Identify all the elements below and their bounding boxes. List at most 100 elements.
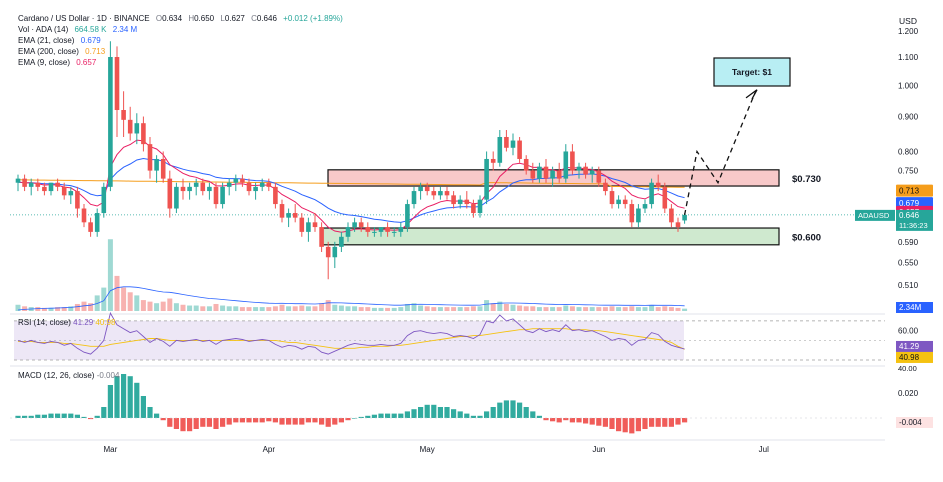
volume-bar bbox=[173, 303, 179, 311]
macd-histogram-bar bbox=[259, 418, 265, 423]
candle-body bbox=[147, 144, 153, 171]
x-axis-label: Apr bbox=[263, 445, 276, 454]
volume-bar bbox=[127, 292, 133, 311]
candle-body bbox=[444, 191, 450, 196]
macd-histogram-bar bbox=[22, 415, 28, 418]
volume-bar bbox=[550, 307, 556, 311]
rsi-value: 41.29 bbox=[73, 318, 94, 327]
macd-histogram-bar bbox=[371, 414, 377, 418]
candle-body bbox=[154, 158, 159, 171]
candle-body bbox=[319, 227, 324, 247]
volume-bar bbox=[622, 307, 628, 311]
ema9-value: 0.657 bbox=[76, 58, 97, 67]
target-box bbox=[713, 57, 791, 87]
macd-histogram-bar bbox=[464, 413, 470, 418]
volume-bar bbox=[385, 307, 391, 311]
macd-histogram-bar bbox=[431, 404, 437, 418]
macd-histogram-bar bbox=[279, 418, 285, 425]
macd-histogram-bar bbox=[675, 418, 681, 425]
macd-histogram-bar bbox=[292, 418, 298, 425]
candle-body bbox=[411, 191, 417, 205]
macd-histogram-bar bbox=[121, 374, 127, 418]
candle-body bbox=[510, 140, 516, 148]
candle-body bbox=[253, 186, 258, 192]
volume-bar bbox=[15, 304, 21, 311]
volume-bar bbox=[635, 307, 641, 311]
candle-body bbox=[114, 57, 120, 111]
volume-bar bbox=[523, 306, 529, 311]
candle-body bbox=[226, 182, 232, 187]
volume-bar bbox=[602, 307, 608, 311]
volume-bar bbox=[114, 275, 120, 311]
macd-histogram-bar bbox=[15, 415, 21, 418]
candle-body bbox=[682, 214, 687, 221]
candle-body bbox=[537, 166, 542, 179]
high-value: 0.650 bbox=[194, 14, 215, 23]
volume-bar bbox=[530, 306, 536, 311]
macd-histogram-bar bbox=[286, 418, 292, 425]
volume-badge-bg bbox=[896, 302, 933, 313]
x-axis-label: Jun bbox=[592, 445, 605, 454]
candle-body bbox=[405, 204, 410, 228]
macd-histogram-bar bbox=[239, 418, 245, 423]
projection-arrowhead bbox=[745, 89, 758, 100]
macd-histogram-bar bbox=[147, 407, 153, 418]
macd-histogram-bar bbox=[510, 400, 516, 418]
macd-histogram-bar bbox=[41, 414, 47, 418]
candle-body bbox=[299, 217, 305, 232]
macd-histogram-bar bbox=[28, 415, 34, 418]
volume-bar bbox=[22, 306, 28, 311]
macd-histogram-bar bbox=[81, 416, 87, 418]
rsi-badge-bg bbox=[896, 340, 933, 352]
rsi-tick-label: 60.00 bbox=[898, 327, 919, 336]
candle-body bbox=[484, 158, 489, 200]
macd-histogram-bar bbox=[596, 418, 602, 426]
candle-body bbox=[220, 186, 225, 205]
macd-tick-label: 0.020 bbox=[898, 389, 919, 398]
candle-body bbox=[583, 166, 588, 175]
price-tick-label: 0.510 bbox=[898, 281, 919, 290]
candle-body bbox=[233, 178, 239, 183]
macd-histogram-bar bbox=[391, 413, 397, 418]
volume-bar bbox=[682, 308, 688, 311]
volume-bar bbox=[286, 306, 292, 311]
volume-bar bbox=[576, 307, 582, 311]
macd-histogram-bar bbox=[418, 407, 424, 418]
candle-body bbox=[603, 182, 608, 192]
volume-bar bbox=[121, 287, 127, 311]
candle-body bbox=[642, 204, 648, 209]
candle-body bbox=[22, 178, 27, 187]
candle-body bbox=[193, 182, 199, 187]
macd-histogram-bar bbox=[127, 376, 133, 418]
candle-body bbox=[655, 182, 661, 187]
candle-body bbox=[306, 222, 311, 232]
volume-bar bbox=[655, 307, 661, 311]
candle-body bbox=[622, 199, 628, 205]
volume-bar bbox=[418, 305, 424, 311]
macd-badge: -0.004 bbox=[899, 418, 922, 427]
volume-bar bbox=[220, 305, 226, 311]
volume-bar bbox=[41, 307, 47, 311]
candle-body bbox=[636, 208, 641, 223]
volume-bar bbox=[259, 307, 265, 311]
price-tick-label: 0.590 bbox=[898, 238, 919, 247]
candle-body bbox=[662, 186, 668, 209]
volume-bar bbox=[266, 307, 272, 311]
macd-histogram-bar bbox=[484, 411, 490, 418]
volume-bar bbox=[451, 307, 457, 311]
candle-body bbox=[174, 186, 179, 209]
candle-body bbox=[596, 170, 602, 183]
macd-histogram-bar bbox=[213, 418, 219, 429]
candle-body bbox=[669, 208, 674, 223]
volume-bar bbox=[642, 307, 648, 311]
ema9-legend: EMA (9, close) 0.657 bbox=[18, 57, 100, 68]
macd-histogram-bar bbox=[226, 418, 232, 425]
macd-histogram-bar bbox=[160, 418, 166, 421]
candle-body bbox=[266, 182, 272, 187]
volume-bar bbox=[398, 307, 404, 311]
volume-bar bbox=[55, 307, 61, 311]
macd-histogram-bar bbox=[88, 418, 94, 420]
candle-body bbox=[292, 213, 298, 218]
candle-body bbox=[616, 199, 621, 205]
